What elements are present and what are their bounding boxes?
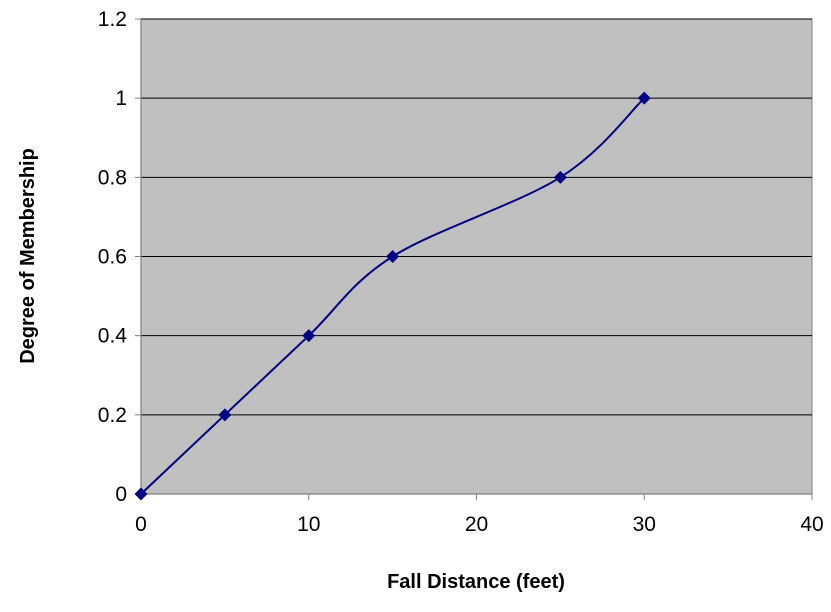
- x-tick-label: 10: [297, 513, 320, 536]
- data-point-marker: [553, 170, 567, 184]
- y-tick-label: 0.2: [98, 404, 127, 427]
- x-tick-label: 30: [633, 513, 656, 536]
- y-tick-label: 0.6: [98, 246, 127, 269]
- x-tick-label: 0: [135, 513, 147, 536]
- series-line: [140, 97, 645, 495]
- x-tick-label: 40: [800, 513, 823, 536]
- y-tick-label: 0: [115, 483, 127, 506]
- y-axis-title: Degree of Membership: [17, 148, 39, 364]
- data-point-marker: [134, 487, 148, 501]
- y-tick-label: 1: [115, 87, 127, 110]
- y-tick-label: 1.2: [98, 8, 127, 31]
- y-tick-label: 0.8: [98, 166, 127, 189]
- x-axis-title: Fall Distance (feet): [387, 571, 565, 593]
- y-tick-label: 0.4: [98, 325, 128, 348]
- tick-labels: 0 0.2 0.4 0.6 0.8 1 1.2 0 10 20 30 40: [98, 8, 824, 536]
- series-layer: [134, 91, 651, 501]
- x-tick-label: 20: [465, 513, 488, 536]
- data-point-marker: [386, 250, 400, 263]
- data-point-marker: [218, 408, 232, 422]
- data-point-marker: [637, 91, 651, 105]
- gridlines: [141, 18, 812, 416]
- data-point-marker: [302, 329, 316, 343]
